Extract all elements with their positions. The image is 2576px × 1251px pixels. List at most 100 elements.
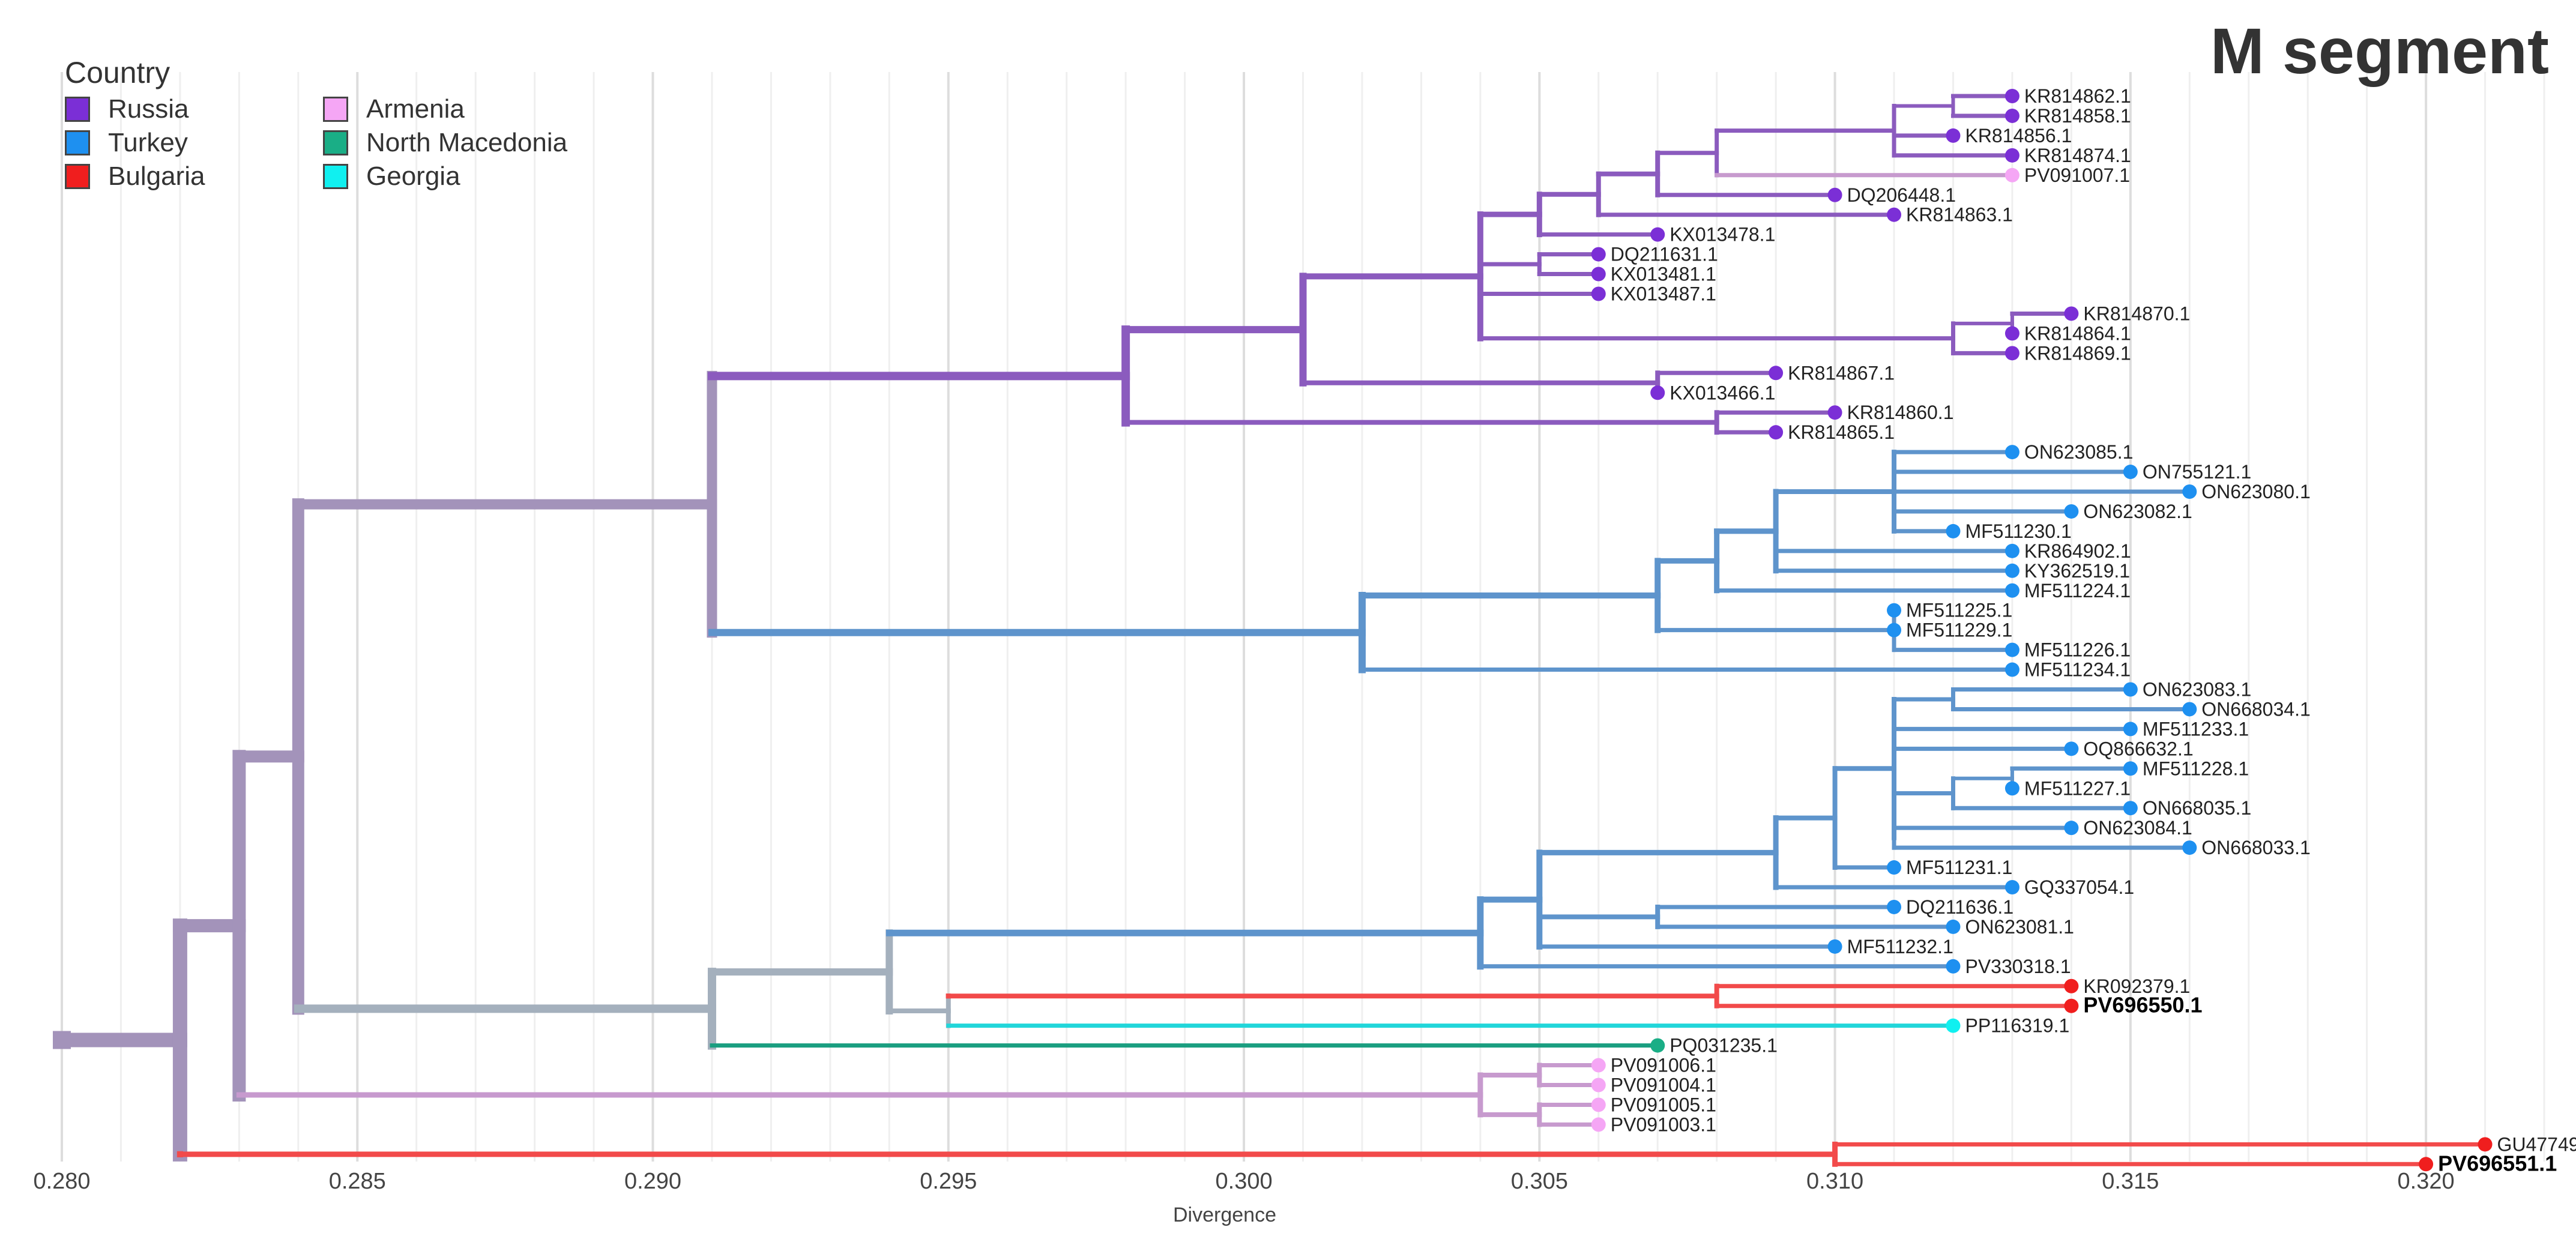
x-tick-label: 0.295 xyxy=(920,1169,977,1194)
tip-label: PV091005.1 xyxy=(1611,1094,1716,1115)
tip-label: ON668034.1 xyxy=(2201,698,2310,720)
tip-point xyxy=(2182,484,2197,499)
x-axis-title: Divergence xyxy=(1173,1204,1276,1226)
tree-tips: KR814862.1KR814858.1KR814856.1KR814874.1… xyxy=(1591,85,2576,1175)
tip-point xyxy=(1946,523,1961,538)
tip-point xyxy=(1827,939,1842,954)
tip-point xyxy=(1650,227,1665,242)
x-tick-label: 0.315 xyxy=(2102,1169,2159,1194)
tip-point xyxy=(1650,385,1665,400)
tip-label: KR814865.1 xyxy=(1788,421,1895,443)
x-tick-label: 0.310 xyxy=(1806,1169,1863,1194)
tip-point xyxy=(2004,326,2019,341)
tip-label: KR814870.1 xyxy=(2083,303,2190,324)
tip-label: ON668035.1 xyxy=(2143,797,2251,819)
tip-point xyxy=(2004,346,2019,361)
tip-point xyxy=(2182,840,2197,855)
tip-point xyxy=(2004,642,2019,657)
x-tick-label: 0.300 xyxy=(1216,1169,1273,1194)
tip-label: PV091003.1 xyxy=(1611,1114,1716,1135)
tip-label: GQ337054.1 xyxy=(2024,876,2134,898)
tip-label: ON668033.1 xyxy=(2201,837,2310,858)
tip-label: OQ866632.1 xyxy=(2083,738,2193,759)
tip-point xyxy=(1887,860,1902,875)
legend-swatch-north-macedonia xyxy=(323,130,348,155)
x-tick-label: 0.290 xyxy=(624,1169,681,1194)
tip-label: ON623084.1 xyxy=(2083,817,2192,839)
tip-label: KR814874.1 xyxy=(2024,145,2131,166)
tip-point xyxy=(1887,899,1902,914)
legend-swatch-georgia xyxy=(323,164,348,189)
tip-label: KR814869.1 xyxy=(2024,342,2131,364)
legend-swatch-russia xyxy=(65,97,90,122)
tip-point xyxy=(2182,702,2197,717)
tip-point xyxy=(1591,1058,1606,1073)
tip-label: MF511229.1 xyxy=(1906,619,2012,641)
legend-item-bulgaria: Bulgaria xyxy=(65,160,323,193)
tip-label: KY362519.1 xyxy=(2024,560,2130,582)
tip-point xyxy=(2004,108,2019,123)
legend-title: Country xyxy=(65,56,170,89)
legend-item-russia: Russia xyxy=(65,92,323,126)
tip-label: MF511234.1 xyxy=(2024,659,2131,681)
tip-point xyxy=(1769,366,1784,381)
tip-label: KR814862.1 xyxy=(2024,85,2131,107)
tip-point xyxy=(1827,187,1842,202)
tip-label: PV696551.1 xyxy=(2438,1151,2557,1175)
legend-label: Armenia xyxy=(366,94,465,124)
tip-label: KR092379.1 xyxy=(2083,975,2190,997)
tip-label: MF511224.1 xyxy=(2024,580,2131,601)
tip-point xyxy=(1946,1018,1961,1033)
tip-point xyxy=(1887,622,1902,638)
tip-point xyxy=(2123,722,2138,737)
tip-point xyxy=(2064,504,2079,519)
tip-label: ON623080.1 xyxy=(2201,481,2310,502)
legend-label: Bulgaria xyxy=(108,161,205,191)
tip-point xyxy=(1650,1038,1665,1053)
tip-label: KR814856.1 xyxy=(1965,125,2072,146)
tip-label: KR814867.1 xyxy=(1788,362,1895,384)
tip-label: KX013481.1 xyxy=(1611,264,1716,285)
tip-point xyxy=(2123,682,2138,697)
tip-point xyxy=(1887,603,1902,618)
legend-item-north-macedonia: North Macedonia xyxy=(323,126,581,160)
tip-label: MF511230.1 xyxy=(1965,520,2071,542)
legend-column-right: Armenia North Macedonia Georgia xyxy=(323,92,581,193)
tip-label: MF511231.1 xyxy=(1906,857,2012,878)
tip-point xyxy=(1591,267,1606,282)
tip-label: MF511228.1 xyxy=(2143,758,2249,779)
tip-point xyxy=(1946,919,1961,934)
tip-label: PV091006.1 xyxy=(1611,1055,1716,1076)
tip-label: PQ031235.1 xyxy=(1670,1035,1778,1057)
tip-label: KX013487.1 xyxy=(1611,283,1716,305)
tip-label: MF511226.1 xyxy=(2024,639,2131,661)
tip-label: ON755121.1 xyxy=(2143,461,2251,483)
tip-label: DQ211636.1 xyxy=(1906,896,2013,918)
tip-point xyxy=(2419,1157,2434,1172)
tip-point xyxy=(1887,207,1902,222)
tip-point xyxy=(2123,761,2138,776)
tip-label: MF511233.1 xyxy=(2143,718,2249,740)
tip-label: PP116319.1 xyxy=(1965,1015,2069,1037)
tip-point xyxy=(2064,741,2079,756)
legend-item-georgia: Georgia xyxy=(323,160,581,193)
tip-label: KR814858.1 xyxy=(2024,105,2131,127)
tip-point xyxy=(2004,880,2019,894)
gridlines xyxy=(61,72,2545,1162)
tip-point xyxy=(1946,959,1961,974)
tip-point xyxy=(2478,1137,2493,1152)
tip-label: ON623085.1 xyxy=(2024,441,2133,463)
tip-point xyxy=(2064,306,2079,321)
tip-label: PV091004.1 xyxy=(1611,1075,1716,1096)
tip-point xyxy=(1827,405,1842,420)
tip-point xyxy=(2004,167,2019,182)
legend-swatch-armenia xyxy=(323,97,348,122)
tip-label: KX013466.1 xyxy=(1670,382,1775,403)
legend-swatch-turkey xyxy=(65,130,90,155)
legend-column-left: Russia Turkey Bulgaria xyxy=(65,92,323,193)
tip-label: MF511232.1 xyxy=(1847,936,1953,957)
tip-point xyxy=(2004,563,2019,578)
tip-point xyxy=(2064,821,2079,836)
tip-label: PV091007.1 xyxy=(2024,164,2130,186)
